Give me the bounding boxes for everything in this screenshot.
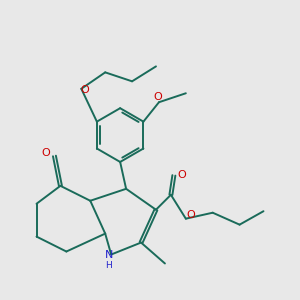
Text: O: O	[80, 85, 89, 95]
Text: O: O	[153, 92, 162, 102]
Text: N: N	[105, 250, 113, 260]
Text: H: H	[105, 261, 112, 270]
Text: O: O	[42, 148, 50, 158]
Text: O: O	[177, 170, 186, 180]
Text: O: O	[187, 210, 196, 220]
